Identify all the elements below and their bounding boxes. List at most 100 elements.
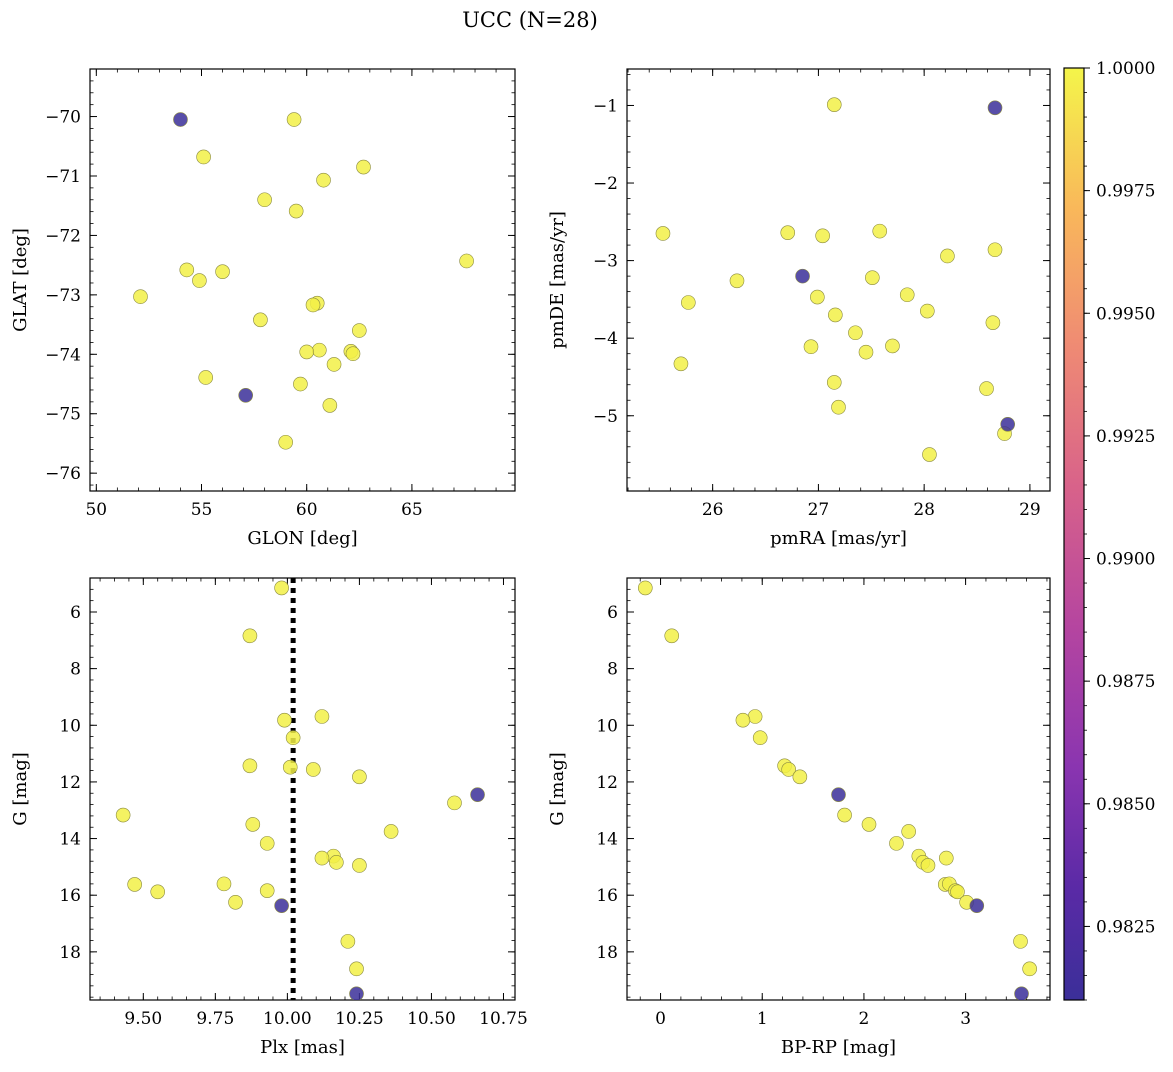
data-point: [792, 769, 808, 785]
data-point: [115, 807, 131, 823]
data-point: [979, 381, 994, 396]
plot-frame: [89, 68, 516, 492]
data-point: [314, 850, 330, 866]
data-point: [282, 759, 298, 775]
data-point: [459, 253, 474, 269]
data-point: [815, 228, 830, 244]
plot-frame: [626, 68, 1051, 492]
y-tick-label: 12: [596, 773, 618, 793]
y-tick-label: −2: [593, 174, 618, 194]
scatter-points: [655, 97, 1016, 462]
plot-frame: [89, 577, 516, 1001]
data-point: [781, 762, 796, 777]
data-point: [238, 388, 253, 403]
y-tick-label: 14: [59, 830, 81, 850]
data-point: [340, 934, 356, 949]
y-tick-label: 16: [596, 886, 618, 906]
panel-pm: 26 27 28 29 −1 −2 −3 −4 −5 pmRA [mas/yr] pmDE [mas…: [547, 68, 1051, 549]
data-point: [306, 762, 321, 777]
y-tick-label: 10: [596, 716, 618, 736]
data-point: [885, 338, 900, 354]
data-point: [638, 580, 653, 596]
x-tick-label: 65: [401, 500, 423, 520]
colorbar-tick-label: 0.9875: [1096, 672, 1155, 692]
data-point: [901, 824, 916, 839]
data-point: [277, 712, 292, 728]
data-point: [352, 323, 367, 338]
y-tick-label: −73: [45, 286, 81, 306]
y-tick-label: 14: [596, 830, 618, 850]
colorbar-tick-label: 0.9925: [1096, 427, 1155, 447]
data-point: [810, 289, 825, 305]
x-tick-label: 10.50: [407, 1009, 456, 1029]
y-tick-label: −76: [45, 464, 81, 484]
data-point: [285, 730, 301, 746]
data-point: [288, 203, 304, 219]
y-tick-label: −72: [45, 226, 81, 246]
data-point: [278, 434, 293, 450]
data-point: [848, 325, 863, 341]
data-point: [780, 225, 796, 240]
colorbar-gradient: [1063, 67, 1085, 1001]
scatter-points: [133, 112, 474, 450]
data-point: [326, 357, 342, 372]
data-point: [215, 264, 230, 279]
scatter-points: [638, 580, 1037, 1000]
y-axis-label: G [mag]: [10, 752, 31, 825]
data-point: [356, 159, 371, 175]
data-point: [274, 898, 289, 913]
panel-glon-glat: 50 55 60 65 −70 −71 −72 −73 −74 −75 −76 GLON [deg] G…: [10, 68, 516, 549]
data-point: [1013, 934, 1028, 949]
colorbar-tick-label: 0.9825: [1096, 917, 1155, 937]
data-point: [747, 709, 763, 724]
y-tick-label: 8: [607, 660, 618, 680]
y-tick-label: −3: [593, 252, 618, 272]
data-point: [985, 315, 1001, 330]
data-point: [253, 312, 268, 328]
data-point: [803, 339, 819, 355]
x-tick-label: 29: [1019, 500, 1041, 520]
x-tick-label: 50: [85, 500, 107, 520]
data-point: [314, 709, 330, 724]
x-axis-label: BP-RP [mag]: [781, 1037, 896, 1058]
data-point: [242, 628, 258, 644]
data-point: [198, 370, 214, 385]
data-point: [293, 376, 308, 392]
colorbar-tick-label: 1.0000: [1096, 59, 1155, 79]
data-point: [196, 149, 211, 165]
y-tick-label: −4: [593, 329, 618, 349]
data-point: [987, 100, 1003, 116]
x-tick-label: 27: [808, 500, 830, 520]
data-point: [861, 817, 877, 832]
panel-plx-g: 9.50 9.75 10.00 10.25 10.50 10.75 6 8 10 12 14 16 18…: [10, 577, 528, 1058]
y-tick-label: 16: [59, 886, 81, 906]
data-point: [1022, 961, 1037, 977]
data-point: [299, 344, 315, 360]
data-point: [681, 295, 696, 310]
x-tick-label: 55: [191, 500, 213, 520]
data-point: [305, 297, 321, 313]
scatter-points: [115, 580, 485, 1000]
y-tick-label: 18: [596, 943, 618, 963]
y-tick-label: −71: [45, 167, 81, 187]
y-tick-label: 12: [59, 773, 81, 793]
data-point: [735, 712, 751, 728]
y-tick-label: 8: [70, 660, 81, 680]
colorbar: 1.0000 0.9975 0.9950 0.9925 0.9900 0.9875 0.98…: [1063, 59, 1155, 1001]
data-point: [795, 268, 810, 284]
x-tick-label: 28: [913, 500, 935, 520]
data-point: [673, 356, 689, 372]
data-point: [940, 248, 955, 264]
y-axis-label: pmDE [mas/yr]: [547, 211, 568, 349]
y-tick-label: −74: [45, 345, 81, 365]
data-point: [831, 787, 846, 802]
data-point: [133, 289, 148, 304]
data-point: [729, 273, 745, 289]
data-point: [329, 855, 344, 870]
data-point: [655, 226, 671, 241]
data-point: [889, 836, 904, 851]
data-point: [969, 898, 985, 913]
